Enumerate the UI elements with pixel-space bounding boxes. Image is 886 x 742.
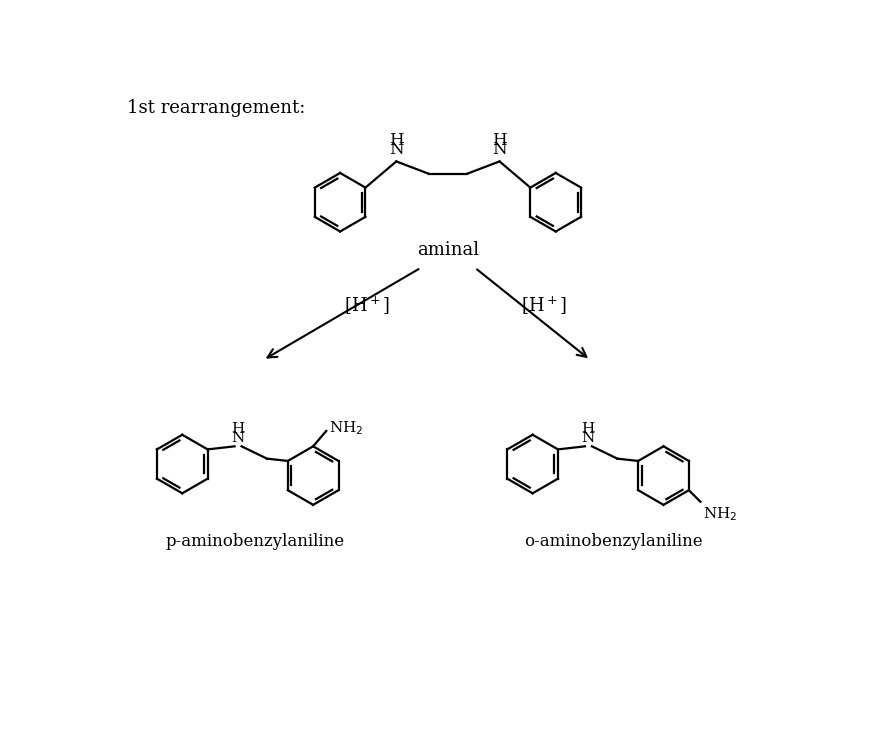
Text: [H$^+$]: [H$^+$] bbox=[344, 295, 390, 318]
Text: H: H bbox=[581, 421, 595, 436]
Text: H: H bbox=[493, 132, 507, 149]
Text: p-aminobenzylaniline: p-aminobenzylaniline bbox=[166, 533, 345, 550]
Text: H: H bbox=[231, 421, 245, 436]
Text: NH$_2$: NH$_2$ bbox=[329, 419, 363, 437]
Text: N: N bbox=[231, 431, 245, 444]
Text: aminal: aminal bbox=[416, 241, 479, 259]
Text: H: H bbox=[389, 132, 404, 149]
Text: NH$_2$: NH$_2$ bbox=[703, 505, 737, 523]
Text: [H$^+$]: [H$^+$] bbox=[521, 295, 567, 318]
Text: N: N bbox=[581, 431, 595, 444]
Text: N: N bbox=[493, 140, 507, 157]
Text: 1st rearrangement:: 1st rearrangement: bbox=[127, 99, 305, 116]
Text: N: N bbox=[389, 140, 404, 157]
Text: o-aminobenzylaniline: o-aminobenzylaniline bbox=[525, 533, 703, 550]
